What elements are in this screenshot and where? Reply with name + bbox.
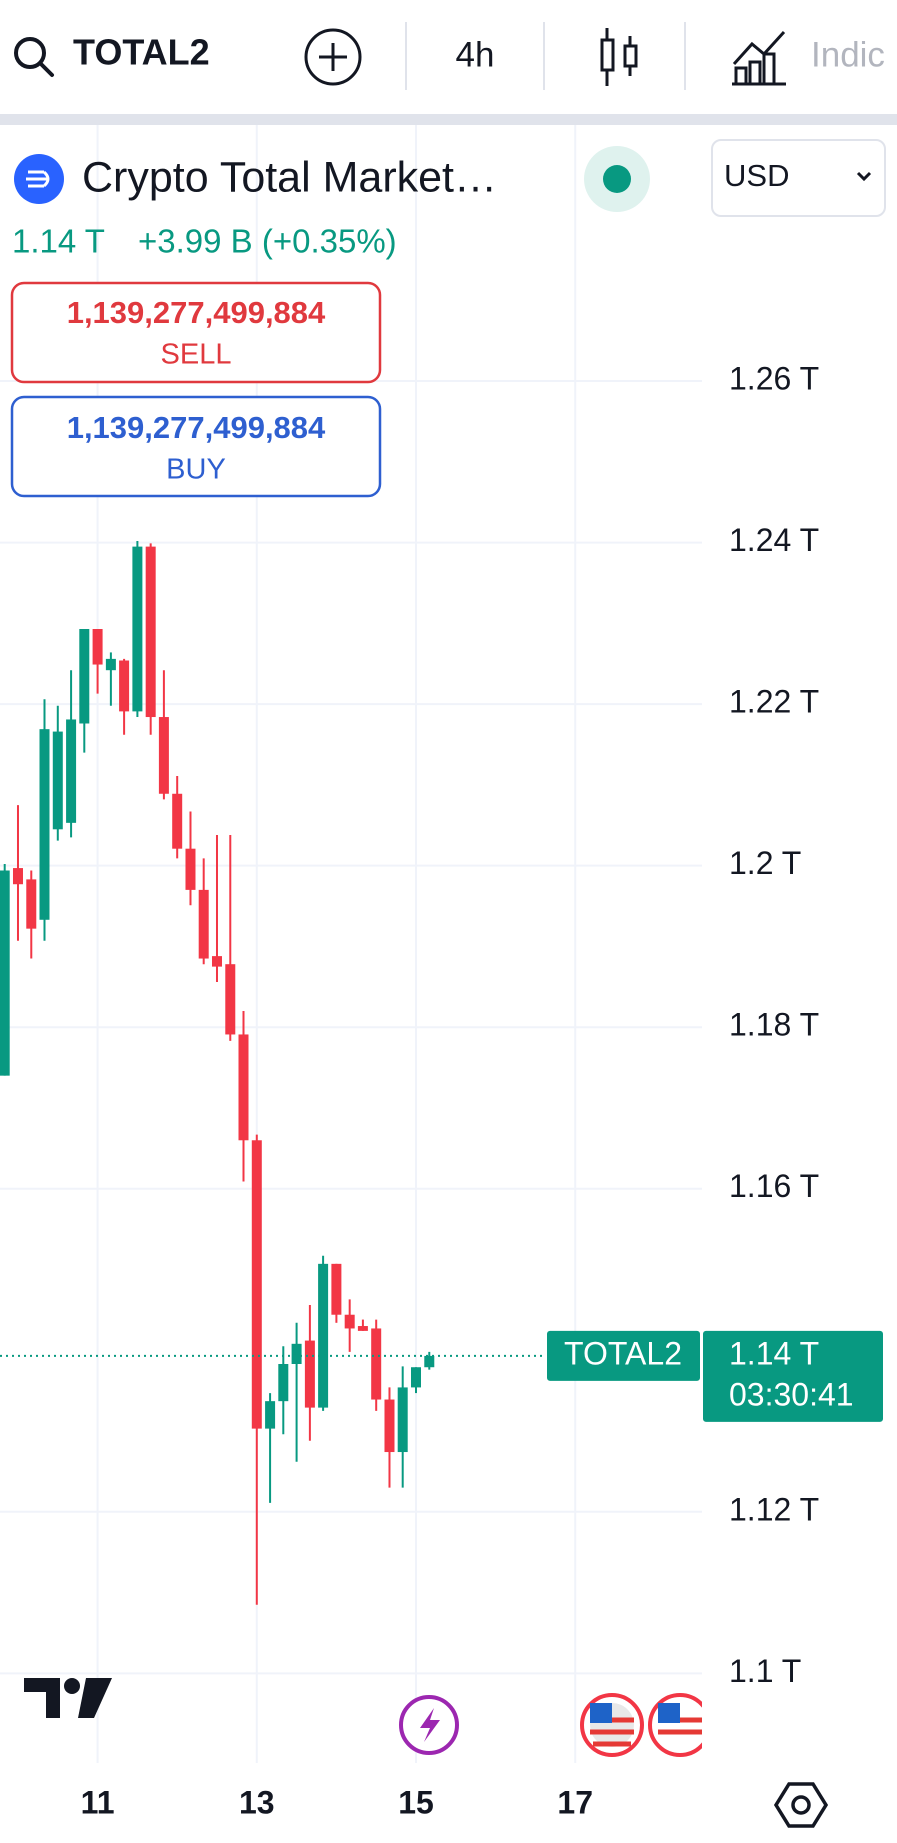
symbol[interactable]: TOTAL2 xyxy=(73,32,210,73)
add-icon xyxy=(319,43,347,71)
x-tick-label: 13 xyxy=(239,1784,275,1820)
price-label: 1.14 T xyxy=(729,1335,819,1371)
candle-body xyxy=(304,1340,315,1408)
candle-body xyxy=(39,729,50,920)
candle-body xyxy=(251,1140,262,1429)
y-tick-label: 1.2 T xyxy=(729,845,801,881)
candle-body xyxy=(198,889,209,959)
candle-body xyxy=(211,956,222,967)
search-icon[interactable] xyxy=(14,37,46,69)
plot xyxy=(0,540,545,1605)
events-icon[interactable] xyxy=(399,1695,459,1755)
grid xyxy=(0,125,702,1763)
candle-body xyxy=(79,629,90,724)
y-tick-label: 1.24 T xyxy=(729,522,819,558)
header: Crypto Total Market… USD 1.14 T +3.99 B … xyxy=(10,139,886,498)
y-tick-label: 1.16 T xyxy=(729,1168,819,1204)
y-tick-label: 1.22 T xyxy=(729,684,819,720)
tradingview-logo[interactable] xyxy=(24,1678,112,1718)
currency: USD xyxy=(724,158,789,193)
candle-body xyxy=(12,868,23,885)
currency-select[interactable] xyxy=(711,139,886,217)
settings-icon[interactable] xyxy=(773,1782,829,1828)
chart-type-icon[interactable] xyxy=(600,28,638,86)
candle-body xyxy=(278,1364,289,1402)
candle-body xyxy=(397,1387,408,1453)
candle-body xyxy=(26,879,37,929)
buy-label: BUY xyxy=(166,454,226,486)
candle-body xyxy=(145,546,156,718)
x-tick-label: 17 xyxy=(557,1784,593,1820)
last-price: 1.14 T xyxy=(12,223,105,260)
logo-mark xyxy=(26,170,50,188)
candle-body xyxy=(344,1314,355,1329)
candle-body xyxy=(384,1399,395,1453)
candle-body xyxy=(105,658,116,671)
y-tick-label: 1.12 T xyxy=(729,1491,819,1527)
candle-body xyxy=(52,731,63,830)
indicators-icon[interactable] xyxy=(732,30,786,86)
sell-button[interactable] xyxy=(10,281,382,384)
x-tick-label: 11 xyxy=(81,1784,115,1820)
candle-body xyxy=(132,546,143,712)
search-icon-handle xyxy=(38,61,54,77)
symbol-name[interactable]: Crypto Total Market… xyxy=(82,153,497,201)
candle-body xyxy=(172,793,183,849)
price-change: +3.99 B (+0.35%) xyxy=(138,223,397,260)
candle-body xyxy=(225,964,236,1035)
candle-body xyxy=(158,717,169,794)
x-tick-label: 15 xyxy=(398,1784,434,1820)
price-label-box xyxy=(703,1330,883,1422)
candle-body xyxy=(331,1263,342,1315)
y-tick-label: 1.1 T xyxy=(729,1653,801,1689)
indicators[interactable]: Indic xyxy=(811,35,885,74)
economic-events[interactable] xyxy=(580,1693,710,1757)
axes: 1.1 T 1.12 T 1.16 T 1.18 T 1.2 T 1.22 T 1.24 T… xyxy=(81,360,883,1820)
market-status-dot xyxy=(603,165,631,193)
candle-body xyxy=(66,719,77,823)
buy-button[interactable] xyxy=(10,395,382,498)
y-tick-label: 1.18 T xyxy=(729,1007,819,1043)
candle-body xyxy=(238,1034,249,1141)
candle-body xyxy=(0,870,10,1076)
buy-price: 1,139,277,499,884 xyxy=(67,410,326,445)
candle-body xyxy=(357,1326,368,1331)
candle-body xyxy=(318,1263,329,1408)
dropdown-arrow xyxy=(856,171,872,182)
add-symbol[interactable] xyxy=(304,28,362,86)
sell-price: 1,139,277,499,884 xyxy=(67,295,326,330)
sell-label: SELL xyxy=(161,339,232,371)
candle-body xyxy=(371,1328,382,1400)
divider xyxy=(0,114,897,125)
candle-body xyxy=(265,1401,276,1429)
symbol-label-box xyxy=(547,1330,700,1381)
candle-body xyxy=(291,1343,302,1364)
candle-body xyxy=(119,660,130,712)
candle-body xyxy=(410,1367,421,1388)
toolbar: TOTAL2 4h Indic xyxy=(14,22,885,90)
candle-body xyxy=(92,629,103,665)
candle-body xyxy=(424,1355,435,1368)
y-tick-label: 1.26 T xyxy=(729,360,819,396)
countdown: 03:30:41 xyxy=(729,1376,854,1412)
interval[interactable]: 4h xyxy=(456,35,495,74)
symbol-label: TOTAL2 xyxy=(564,1335,682,1371)
candle-body xyxy=(185,848,196,890)
